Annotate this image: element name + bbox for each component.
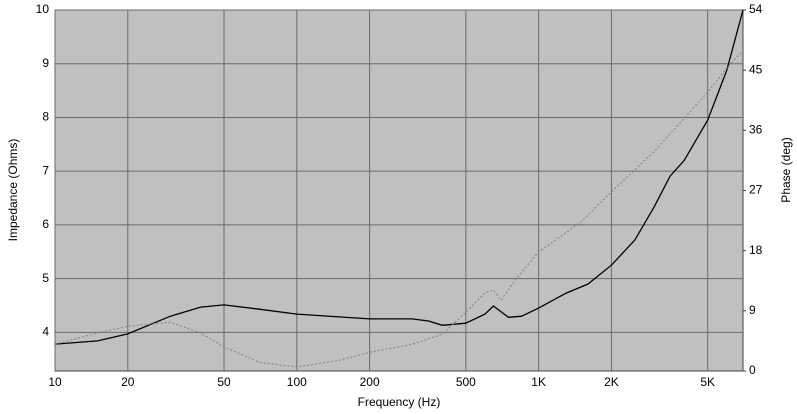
y2-tick-label: 36 [749,123,763,137]
impedance-line [54,9,744,345]
y2-tick-label: 27 [749,183,763,197]
y2-tick-label: 0 [749,363,756,377]
x-tick-label: 1K [531,375,546,389]
y-tick-label: 9 [42,56,49,70]
y2-tick-label: 9 [749,303,756,317]
y-tick-label: 6 [42,217,49,231]
y2-axis-label: Phase (deg) [779,137,793,202]
phase-line [54,49,744,368]
y2-tick-label: 45 [749,62,763,76]
y2-tick-label: 18 [749,243,763,257]
y-tick-label: 5 [42,271,49,285]
y-tick-label: 4 [42,324,49,338]
plot-area [54,9,744,372]
x-tick-label: 500 [456,375,476,389]
x-tick-label: 5K [700,375,715,389]
x-tick-label: 20 [121,375,135,389]
y-axis-label: Impedance (Ohms) [6,139,20,242]
y2-tick-label: 54 [749,2,763,16]
x-tick-label: 50 [217,375,231,389]
y-tick-label: 7 [42,163,49,177]
y-tick-label: 8 [42,110,49,124]
x-axis-label: Frequency (Hz) [358,395,441,409]
x-tick-label: 2K [604,375,619,389]
x-tick-label: 200 [360,375,380,389]
y-tick-label: 10 [36,2,50,16]
x-tick-label: 100 [287,375,307,389]
x-tick-label: 10 [48,375,62,389]
